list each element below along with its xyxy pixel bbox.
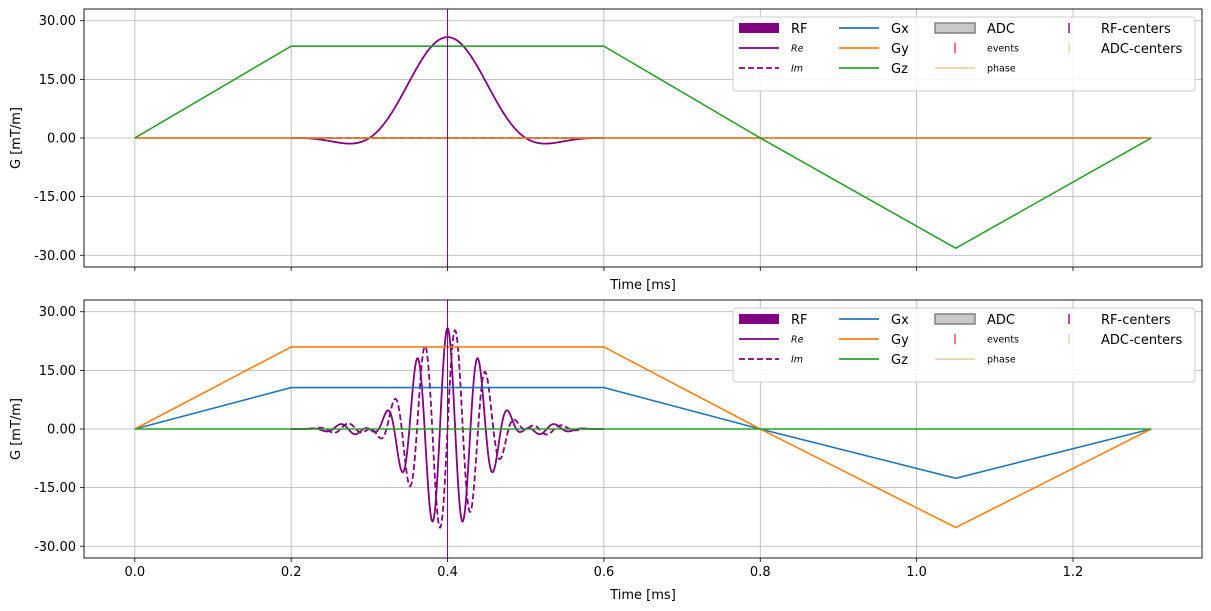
legend-label: events: [987, 44, 1019, 55]
legend-label: Gy: [891, 42, 909, 57]
legend-item: RF: [739, 313, 808, 328]
legend-item: ADC-centers: [1068, 42, 1182, 57]
x-tick-label: 0.2: [281, 565, 302, 580]
y-axis-label: G [mT/m]: [9, 398, 24, 460]
legend-swatch: [739, 23, 779, 33]
legend-item: Gy: [839, 333, 909, 348]
legend-label: Gy: [891, 333, 909, 348]
legend-item: events: [954, 334, 1019, 346]
legend-item: Im: [739, 355, 803, 366]
legend-item: phase: [935, 64, 1016, 75]
legend-item: Gx: [839, 22, 909, 37]
legend-item: Gz: [839, 62, 908, 77]
y-tick-label: 0.00: [47, 132, 76, 147]
legend-label: Im: [791, 355, 803, 366]
legend-label: Gx: [891, 22, 909, 37]
subplot-2: 0.0 0.2 0.4 0.6 0.8 1.0 1.2 30.00 15.00 0.00 -15.0…: [9, 299, 1203, 603]
y-tick-label: 0.00: [47, 423, 76, 438]
legend-swatch: [739, 314, 779, 324]
x-axis-label: Time [ms]: [609, 278, 676, 293]
x-tick-label: 0.6: [594, 565, 615, 580]
subplot-1: 30.00 15.00 0.00 -15.00 -30.00 Time [ms] G [mT…: [9, 8, 1203, 293]
y-tick-label: 15.00: [39, 364, 76, 379]
legend-swatch: [934, 313, 976, 325]
legend-label: ADC-centers: [1101, 333, 1182, 348]
x-tick-label: 0.8: [750, 565, 771, 580]
legend-item: Re: [739, 44, 804, 55]
y-tick-label: -15.00: [34, 481, 76, 496]
legend-item: phase: [935, 355, 1016, 366]
legend-item: Gx: [839, 313, 909, 328]
legend-item: Re: [739, 335, 804, 346]
x-tick-label: 1.0: [906, 565, 927, 580]
legend-label: RF-centers: [1101, 313, 1171, 328]
legend-item: ADC-centers: [1068, 333, 1182, 348]
legend-item: Im: [739, 64, 803, 75]
legend-box: [732, 307, 1196, 383]
legend-label: phase: [987, 355, 1016, 366]
x-axis-label: Time [ms]: [609, 588, 676, 603]
legend-swatch: [934, 22, 976, 34]
series-line-gz: [134, 45, 1152, 250]
legend-label: ADC: [987, 313, 1015, 328]
legend-label: phase: [987, 64, 1016, 75]
legend-label: ADC: [987, 22, 1015, 37]
x-tick-label: 0.4: [437, 565, 458, 580]
y-axis-label: G [mT/m]: [9, 107, 24, 169]
y-tick-label: -15.00: [34, 190, 76, 205]
legend-item: ADC: [934, 22, 1015, 37]
legend-label: RF: [791, 22, 808, 37]
legend-item: RF-centers: [1068, 22, 1171, 37]
series-line-gx: [134, 386, 1152, 480]
y-tick-label: -30.00: [34, 540, 76, 555]
legend-label: Gx: [891, 313, 909, 328]
legend-box: [732, 16, 1196, 92]
y-tick-label: 30.00: [39, 305, 76, 320]
axes-frame: [83, 8, 1203, 268]
legend-label: Gz: [891, 62, 908, 77]
legend-item: RF-centers: [1068, 313, 1171, 328]
legend-label: Gz: [891, 353, 908, 368]
legend-label: Re: [791, 335, 804, 346]
legend: RF Re Im Gx Gy Gz ADC events phase RF-centers ADC-…: [732, 307, 1196, 383]
legend-label: Im: [791, 64, 803, 75]
legend: RF Re Im Gx Gy Gz ADC events phase RF-centers ADC-…: [732, 16, 1196, 92]
legend-label: Re: [791, 44, 804, 55]
plot-area: [134, 9, 1152, 267]
series-line-gy: [134, 346, 1152, 529]
axes-frame: [83, 299, 1203, 559]
legend-item: Gy: [839, 42, 909, 57]
x-tick-label: 0.0: [124, 565, 145, 580]
legend-item: RF: [739, 22, 808, 37]
y-tick-label: -30.00: [34, 249, 76, 264]
legend-label: RF-centers: [1101, 22, 1171, 37]
plot-area: [134, 300, 1152, 558]
legend-item: events: [954, 43, 1019, 55]
y-tick-label: 15.00: [39, 73, 76, 88]
x-tick-label: 1.2: [1063, 565, 1084, 580]
y-tick-label: 30.00: [39, 14, 76, 29]
legend-item: Gz: [839, 353, 908, 368]
legend-item: ADC: [934, 313, 1015, 328]
legend-label: events: [987, 335, 1019, 346]
legend-label: RF: [791, 313, 808, 328]
legend-label: ADC-centers: [1101, 42, 1182, 57]
